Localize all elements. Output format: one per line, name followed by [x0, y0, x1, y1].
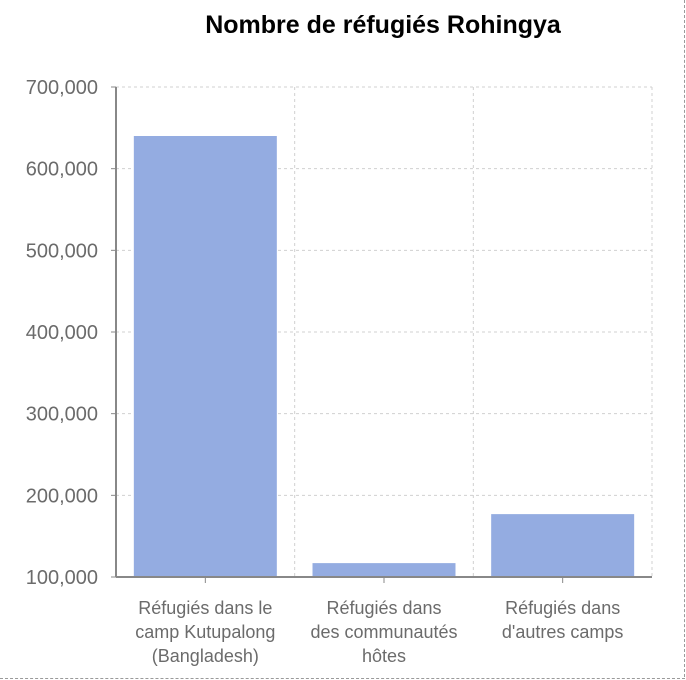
y-tick-label: 300,000 — [26, 404, 98, 426]
x-tick-label-line: camp Kutupalong — [135, 622, 275, 642]
gridlines — [116, 86, 653, 577]
y-axis-ticks: 100,000 200,000 300,000 400,000 500,000 600,0… — [26, 77, 116, 589]
frame-border-right — [684, 0, 685, 677]
x-tick-label-line: Réfugiés dans le — [138, 598, 272, 618]
bar — [491, 514, 635, 577]
bar — [133, 136, 277, 577]
y-tick-label: 200,000 — [26, 485, 98, 507]
y-tick-label: 500,000 — [26, 240, 98, 262]
x-tick-label: Réfugiés dans le camp Kutupalong (Banglade… — [135, 598, 275, 666]
frame-border-bottom — [0, 678, 685, 679]
bar — [312, 563, 456, 577]
x-tick-label: Réfugiés dans d'autres camps — [502, 598, 624, 642]
x-tick-label-line: Réfugiés dans — [326, 598, 441, 618]
x-tick-label-line: hôtes — [362, 646, 406, 666]
x-tick-label-line: (Bangladesh) — [152, 646, 259, 666]
bars — [133, 136, 635, 577]
y-tick-label: 400,000 — [26, 322, 98, 344]
x-tick-label-line: des communautés — [310, 622, 457, 642]
x-tick-label: Réfugiés dans des communautés hôtes — [310, 598, 457, 666]
chart-title: Nombre de réfugiés Rohingya — [205, 11, 561, 39]
y-tick-label: 100,000 — [26, 567, 98, 589]
y-tick-label: 700,000 — [26, 77, 98, 99]
x-axis-ticks: Réfugiés dans le camp Kutupalong (Banglade… — [135, 577, 623, 666]
x-tick-label-line: d'autres camps — [502, 622, 624, 642]
y-tick-label: 600,000 — [26, 159, 98, 181]
x-tick-label-line: Réfugiés dans — [505, 598, 620, 618]
